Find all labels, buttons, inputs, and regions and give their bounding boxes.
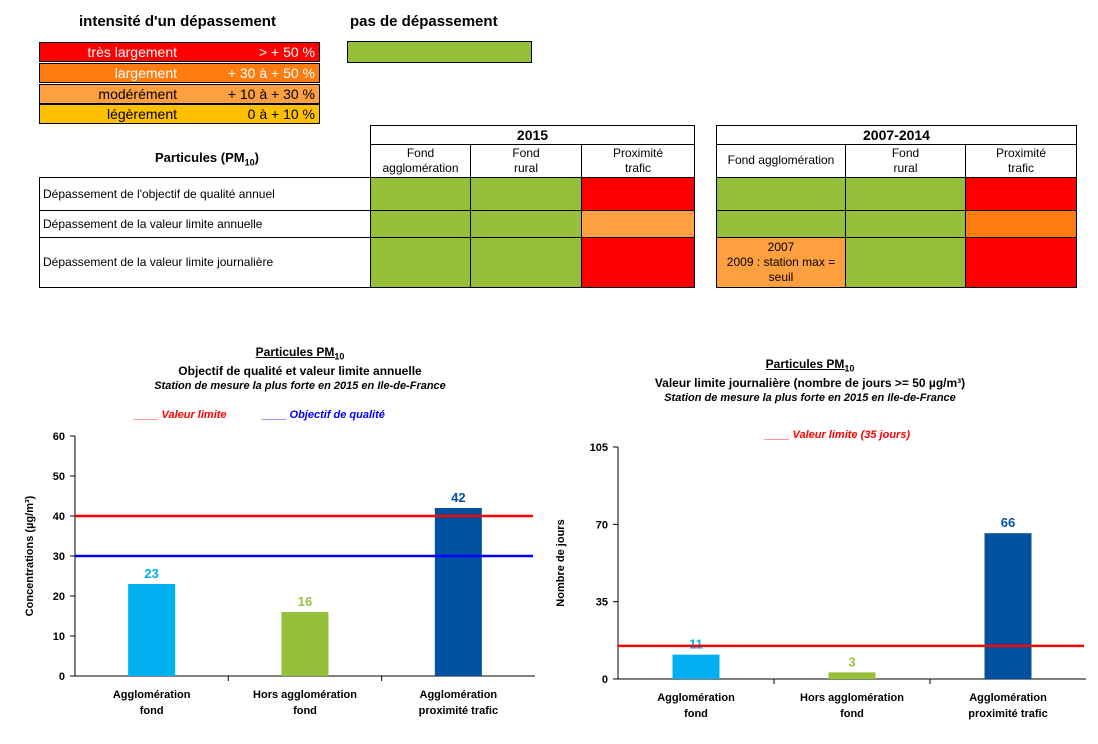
- table-cell-2015: [370, 211, 471, 238]
- legend-item: très largement > + 50 %: [39, 42, 320, 62]
- x-category-label: fond: [684, 708, 708, 720]
- legend-item-label: légèrement: [106, 106, 177, 122]
- y-tick-label: 40: [53, 511, 65, 523]
- bar-value-label: 3: [848, 654, 855, 669]
- table-cell-2015: [370, 238, 471, 288]
- table-col-range: Fond agglomération: [716, 144, 846, 178]
- y-tick-label: 105: [590, 442, 608, 454]
- table-cell-2015: [471, 178, 582, 211]
- bar: [281, 612, 329, 676]
- table-cell-range: [716, 211, 846, 238]
- bar-value-label: 16: [298, 594, 312, 609]
- table-row-label: Dépassement de la valeur limite annuelle: [39, 211, 371, 238]
- legend-title-none: pas de dépassement: [350, 13, 498, 30]
- table-row-label: Dépassement de la valeur limite journali…: [39, 238, 371, 288]
- legend-objectif-qualite: ____ Objectif de qualité: [261, 409, 385, 421]
- legend-item-range: 0 à + 10 %: [247, 106, 315, 122]
- x-category-label: Agglomération: [969, 692, 1047, 704]
- table-cell-range: [966, 238, 1077, 288]
- y-tick-label: 30: [53, 551, 65, 563]
- bar-value-label: 42: [451, 490, 465, 505]
- bar-value-label: 23: [144, 566, 158, 581]
- chart1-subtitle: Objectif de qualité et valeur limite ann…: [178, 364, 422, 379]
- x-category-label: Agglomération: [113, 689, 191, 701]
- y-tick-label: 0: [602, 674, 608, 686]
- bar: [434, 508, 482, 676]
- legend-valeur-limite: ____ Valeur limite (35 jours): [764, 429, 910, 441]
- table-cell-range: [846, 178, 966, 211]
- chart1-svg: 0 10 20 30 40 50 60 23 Agglomération fond 16 Hors a…: [24, 409, 535, 717]
- legend-item: légèrement 0 à + 10 %: [39, 104, 320, 124]
- table-cell-2015: [370, 178, 471, 211]
- table-col-range: Fond rural: [846, 144, 966, 178]
- legend-item: largement + 30 à + 50 %: [39, 63, 320, 83]
- chart2-titles: Particules PM10 Valeur limite journalièr…: [560, 357, 1060, 406]
- legend-item-label: modérément: [98, 86, 177, 102]
- chart1-titles: Particules PM10 Objectif de qualité et v…: [40, 345, 560, 394]
- chart1-title: Particules PM10: [255, 345, 345, 362]
- table-col-2015: Fond agglomération: [370, 144, 471, 178]
- table-cell-range: [846, 211, 966, 238]
- legend-item-range: + 30 à + 50 %: [227, 65, 315, 81]
- table-cell-range: [716, 178, 846, 211]
- table-period-range: 2007-2014: [716, 125, 1077, 145]
- y-tick-label: 10: [53, 631, 65, 643]
- table-cell-2015: [471, 211, 582, 238]
- x-category-label: Hors agglomération: [800, 692, 904, 704]
- y-axis-title: Nombre de jours: [555, 519, 567, 606]
- x-category-label: Agglomération: [420, 689, 498, 701]
- table-cell-range: [846, 238, 966, 288]
- table-row-label: Dépassement de l'objectif de qualité ann…: [39, 178, 371, 211]
- x-category-label: proximité trafic: [419, 705, 498, 717]
- table-left-border: [39, 178, 40, 288]
- chart2-subtitle2: Station de mesure la plus forte en 2015 …: [664, 392, 956, 405]
- chart2-title: Particules PM10: [765, 357, 855, 374]
- table-cell-2015: [582, 178, 695, 211]
- table-period-2015: 2015: [370, 125, 695, 145]
- chart1-subtitle2: Station de mesure la plus forte en 2015 …: [154, 380, 446, 393]
- bar-value-label: 66: [1001, 515, 1015, 530]
- bar: [672, 654, 720, 679]
- bar: [828, 672, 876, 679]
- chart2-svg: 0 35 70 105 11 Agglomération fond 3 Hors agglomé…: [555, 429, 1086, 720]
- y-tick-label: 35: [596, 597, 608, 609]
- y-tick-label: 50: [53, 471, 65, 483]
- x-category-label: Agglomération: [657, 692, 735, 704]
- legend-valeur-limite: ____ Valeur limite: [133, 409, 227, 421]
- table-col-range: Proximité trafic: [966, 144, 1077, 178]
- bar: [984, 533, 1032, 679]
- table-cell-2015: [582, 238, 695, 288]
- table-cell-range: [966, 178, 1077, 211]
- y-tick-label: 60: [53, 431, 65, 443]
- legend-item: modérément + 10 à + 30 %: [39, 84, 320, 104]
- x-category-label: fond: [293, 705, 317, 717]
- table-cell-2015: [582, 211, 695, 238]
- legend-title-intensity: intensité d'un dépassement: [79, 13, 276, 30]
- table-cell-range: [966, 211, 1077, 238]
- bar: [128, 584, 176, 676]
- table-cell-2015: [471, 238, 582, 288]
- y-tick-label: 70: [596, 519, 608, 531]
- no-exceedance-swatch: [347, 41, 532, 63]
- y-tick-label: 0: [59, 671, 65, 683]
- bar-value-label: 11: [689, 637, 703, 652]
- y-tick-label: 20: [53, 591, 65, 603]
- table-col-2015: Fond rural: [471, 144, 582, 178]
- legend-item-range: + 10 à + 30 %: [227, 86, 315, 102]
- y-axis-title: Concentrations (µg/m³): [24, 495, 36, 616]
- legend-item-range: > + 50 %: [258, 44, 315, 60]
- table-pollutant-header: Particules (PM10): [39, 144, 371, 178]
- x-category-label: fond: [140, 705, 164, 717]
- x-category-label: proximité trafic: [968, 708, 1047, 720]
- chart2-subtitle: Valeur limite journalière (nombre de jou…: [654, 376, 966, 391]
- legend-item-label: largement: [114, 65, 177, 81]
- x-category-label: fond: [840, 708, 864, 720]
- x-category-label: Hors agglomération: [253, 689, 357, 701]
- table-col-2015: Proximité trafic: [582, 144, 695, 178]
- legend-item-label: très largement: [87, 44, 177, 60]
- table-cell-range: 2007 2009 : station max = seuil: [716, 238, 846, 288]
